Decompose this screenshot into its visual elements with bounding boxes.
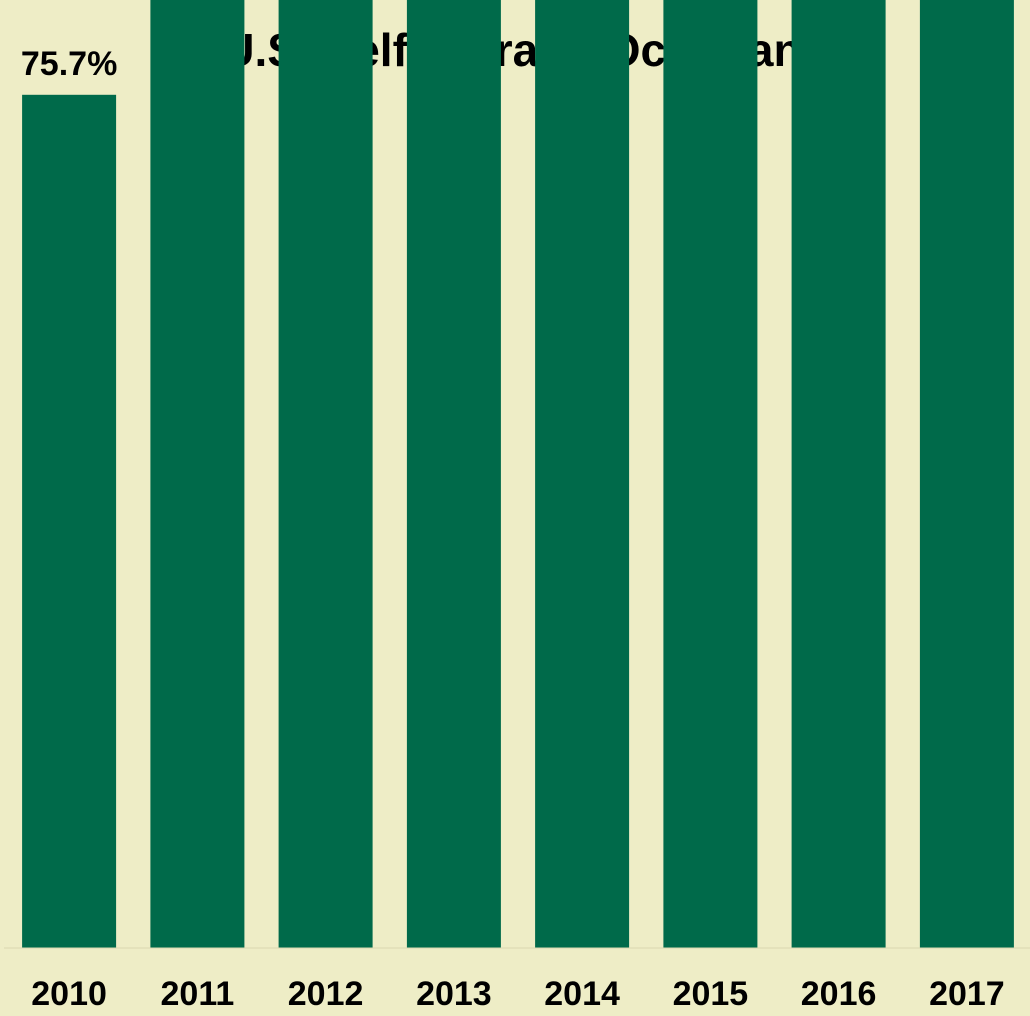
category-label-2012: 2012 [288,975,364,1013]
bar-2010 [22,94,117,949]
bar-2011 [150,0,245,948]
bar-2013 [406,0,501,949]
category-label-2013: 2013 [416,975,492,1013]
category-label-2015: 2015 [673,975,749,1013]
bars-group [22,0,1014,949]
category-label-2014: 2014 [544,975,620,1013]
bar-2016 [791,0,886,948]
bar-2017 [919,0,1014,949]
category-label-2017: 2017 [929,975,1005,1013]
category-label-2010: 2010 [31,975,107,1013]
bar-2015 [663,0,758,949]
value-labels-group: 75.7%79.7%85.0%87.8%89.1%90.2%91.2%92.8% [21,45,117,83]
bar-2012 [278,0,373,948]
bar-2014 [535,0,630,948]
category-label-2011: 2011 [161,975,235,1013]
category-label-2016: 2016 [801,975,877,1013]
value-label-2010: 75.7% [21,45,117,83]
category-labels-group: 2010 2011 2012 2013 2014 2015 2016 2017 [31,975,1004,1013]
